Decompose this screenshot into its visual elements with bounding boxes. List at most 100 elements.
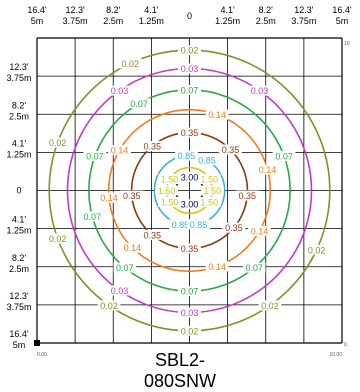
top-label-m: 3.75m bbox=[63, 16, 88, 26]
contour-label: 0.35 bbox=[123, 191, 141, 201]
corner-label: 10.00 bbox=[329, 352, 342, 358]
contour-label-bg bbox=[178, 325, 201, 336]
contour-label: 0.02 bbox=[181, 46, 199, 56]
contour-label-bg bbox=[120, 190, 144, 201]
contour-label: 0.02 bbox=[49, 138, 67, 148]
top-label-ft: 16.4' bbox=[27, 5, 47, 15]
contour-label-bg bbox=[219, 144, 242, 155]
contour-label: 0.35 bbox=[225, 223, 243, 233]
contour-label: 0.02 bbox=[121, 59, 139, 69]
contour-label-bg bbox=[178, 45, 201, 56]
contour-label: 0.02 bbox=[49, 234, 67, 244]
contour-label: 0.14 bbox=[208, 262, 226, 272]
contour-label: 0.02 bbox=[100, 301, 118, 311]
left-label-ft: 0 bbox=[16, 186, 21, 196]
contour-label: 0.14 bbox=[251, 226, 269, 236]
contour-label: 0.03 bbox=[181, 308, 199, 318]
contour-label: 0.07 bbox=[245, 263, 263, 273]
contour-label: 0.07 bbox=[275, 152, 293, 162]
contour-label-bg bbox=[169, 219, 192, 230]
top-label-m: 5m bbox=[31, 16, 44, 26]
contour-label-bg bbox=[97, 192, 121, 203]
contour-label-bg bbox=[46, 233, 70, 244]
top-label-ft: 8.2' bbox=[106, 5, 121, 15]
contour-label-bg bbox=[242, 262, 266, 273]
contour-label-bg bbox=[120, 242, 144, 253]
contour-label-bg bbox=[197, 174, 221, 185]
contour-label-bg bbox=[127, 98, 151, 109]
top-label-ft: 4.1' bbox=[221, 5, 236, 15]
contour-label: 0.03 bbox=[111, 286, 129, 296]
left-label-m: 1.25m bbox=[6, 149, 31, 159]
contour-label-bg bbox=[178, 84, 201, 95]
left-label-ft: 4.1' bbox=[12, 138, 27, 148]
top-label-ft: 12.3' bbox=[66, 5, 86, 15]
contour-label-bg bbox=[258, 300, 282, 311]
contour-label-bg bbox=[178, 63, 201, 74]
contour-label-bg bbox=[178, 171, 201, 182]
top-label-m: 1.25m bbox=[215, 16, 240, 26]
left-label-ft: 8.2' bbox=[12, 100, 27, 110]
contour-label: 1.50 bbox=[161, 197, 179, 207]
contour-label-bg bbox=[178, 307, 201, 318]
contour-label: 0.07 bbox=[130, 99, 148, 109]
contour-labels: 0.02 0.02 0.02 0.02 0.02 0.02 0.02 0.02 0.03 0.03… bbox=[46, 45, 329, 336]
contour-label: 0.85 bbox=[190, 220, 208, 230]
contour-label-bg bbox=[158, 196, 182, 207]
contour-label: 0.35 bbox=[143, 142, 161, 152]
contour-label: 0.35 bbox=[181, 128, 199, 138]
contour-label: 1.50 bbox=[158, 186, 176, 196]
left-label-m: 3.75m bbox=[6, 73, 31, 83]
contour-label-bg bbox=[205, 261, 229, 272]
contour-label: 0.35 bbox=[181, 244, 199, 254]
top-label-ft: 4.1' bbox=[144, 5, 159, 15]
contour-0.14 bbox=[107, 108, 272, 273]
contour-label: 0.35 bbox=[238, 191, 256, 201]
contour-label: 3.00 bbox=[181, 200, 199, 210]
left-label-m: 2.5m bbox=[9, 264, 29, 274]
top-label-ft: 12.3' bbox=[294, 5, 314, 15]
contour-label: 0.14 bbox=[124, 243, 142, 253]
contour-label-bg bbox=[195, 155, 219, 166]
contour-label-bg bbox=[178, 127, 201, 138]
contour-label: 0.03 bbox=[181, 64, 199, 74]
contour-label: 0.85 bbox=[178, 151, 196, 161]
contour-label-bg bbox=[108, 85, 131, 96]
corner-label: 10 bbox=[344, 41, 350, 47]
contour-label-bg bbox=[140, 141, 164, 152]
contour-label: 1.50 bbox=[161, 175, 179, 185]
isolux-diagram: 0.020.020.020.020.020.020.020.020.030.03… bbox=[6, 5, 352, 358]
contour-label: 0.02 bbox=[308, 245, 326, 255]
top-label-m: 2.5m bbox=[103, 16, 123, 26]
contour-label: 0.03 bbox=[111, 86, 129, 96]
contour-label-bg bbox=[178, 199, 201, 210]
corner-label: 0.00 bbox=[37, 352, 47, 358]
left-label-m: 5m bbox=[13, 340, 26, 350]
origin-marker bbox=[34, 340, 40, 346]
top-label-ft: 0 bbox=[187, 11, 192, 21]
left-label-ft: 4.1' bbox=[12, 215, 27, 225]
top-label-m: 1.25m bbox=[139, 16, 164, 26]
left-label-m: 3.75m bbox=[6, 302, 31, 312]
contour-label-bg bbox=[178, 243, 201, 254]
top-label-m: 2.5m bbox=[256, 16, 276, 26]
contour-label-bg bbox=[248, 85, 271, 96]
left-label-ft: 12.3' bbox=[9, 291, 29, 301]
left-label-m: 2.5m bbox=[9, 111, 29, 121]
contour-label: 0.35 bbox=[222, 145, 240, 155]
contour-label-bg bbox=[108, 285, 131, 296]
contour-label-bg bbox=[83, 151, 107, 162]
contour-label-bg bbox=[140, 229, 164, 240]
contour-label: 0.35 bbox=[143, 230, 161, 240]
contour-label: 0.14 bbox=[208, 110, 226, 120]
top-label-ft: 16.4' bbox=[332, 5, 352, 15]
top-label-ft: 8.2' bbox=[259, 5, 274, 15]
contour-label-bg bbox=[256, 164, 279, 175]
contour-label-bg bbox=[272, 151, 296, 162]
contour-label-bg bbox=[205, 109, 229, 120]
contour-label: 0.07 bbox=[116, 263, 134, 273]
contour-label: 0.03 bbox=[251, 86, 269, 96]
contour-label-bg bbox=[80, 211, 104, 222]
contour-label: 0.85 bbox=[172, 220, 190, 230]
